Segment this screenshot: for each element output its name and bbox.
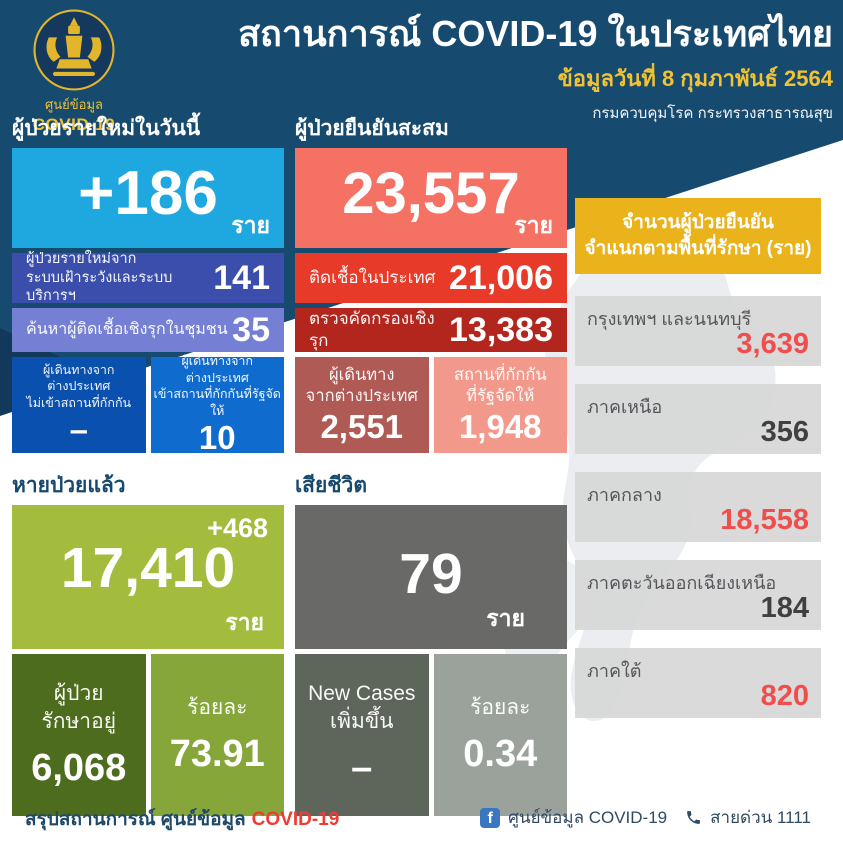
abroad-no-quarantine-label: ผู้เดินทางจาก ต่างประเทศ ไม่เข้าสถานที่ก… [26,362,132,410]
active-finding-value: 35 [232,310,270,349]
regions-panel: จำนวนผู้ป่วยยืนยัน จำแนกตามพื้นที่รักษา … [575,198,821,718]
abroad-no-quarantine-value: – [69,411,88,449]
surveillance-row: ผู้ป่วยรายใหม่จาก ระบบเฝ้าระวังและระบบบร… [12,251,284,304]
active-finding-label: ค้นหาผู้ติดเชื้อเชิงรุกในชุมชน [26,320,228,338]
deaths-unit: ราย [486,605,525,631]
recovered-percent-value: 73.91 [169,733,265,776]
in-treatment-value: 6,068 [31,746,127,789]
proactive-value: 13,383 [449,310,553,349]
deaths-percent-label: ร้อยละ [470,695,531,719]
new-cases-title: ผู้ป่วยรายใหม่ในวันนี้ [12,117,201,140]
region-list: กรุงเทพฯ และนนทบุรี 3,639 ภาคเหนือ 356 ภ… [575,296,821,718]
page-title: สถานการณ์ COVID-19 ในประเทศไทย [238,13,833,54]
footer-summary-covid: COVID-19 [251,809,340,830]
cumulative-total-card: 23,557 ราย [295,148,567,248]
deaths-new-card: New Cases เพิ่มขึ้น – [295,654,429,816]
abroad-no-quarantine-card: ผู้เดินทางจาก ต่างประเทศ ไม่เข้าสถานที่ก… [12,357,146,453]
abroad-quarantine-value: 10 [198,419,236,457]
abroad-quarantine-label: ผู้เดินทางจาก ต่างประเทศ เข้าสถานที่กักก… [153,354,281,418]
state-quarantine-label: สถานที่กักกัน ที่รัฐจัดให้ [453,365,547,406]
cumulative-panel: ผู้ป่วยยืนยันสะสม 23,557 ราย ติดเชื้อในป… [295,116,567,816]
report-date: ข้อมูลวันที่ 8 กุมภาพันธ์ 2564 [557,66,833,92]
new-cases-unit: ราย [231,212,270,238]
header: สถานการณ์ COVID-19 ในประเทศไทย ข้อมูลวัน… [133,12,833,125]
facebook-icon: f [480,807,501,828]
new-cases-total-card: +186 ราย [12,148,284,248]
domestic-label: ติดเชื้อในประเทศ [309,267,436,287]
recovered-detail-pair: ผู้ป่วย รักษาอยู่ 6,068 ร้อยละ 73.91 [12,654,284,816]
regions-title-line2: จำแนกตามพื้นที่รักษา (ราย) [584,238,812,259]
travelers-label: ผู้เดินทาง จากต่างประเทศ [305,365,418,406]
recovered-percent-label: ร้อยละ [187,695,248,719]
new-cases-panel: ผู้ป่วยรายใหม่ในวันนี้ +186 ราย ผู้ป่วยร… [12,116,284,816]
logo-caption-covid: COVID-19 [32,115,116,134]
state-quarantine-value: 1,948 [458,408,542,446]
recovered-value: 17,410 [60,536,236,600]
deaths-detail-pair: New Cases เพิ่มขึ้น – ร้อยละ 0.34 [295,654,567,816]
cumulative-value: 23,557 [342,161,520,226]
travelers-pair: ผู้เดินทางจาก ต่างประเทศ ไม่เข้าสถานที่ก… [12,354,284,457]
recovered-percent-card: ร้อยละ 73.91 [150,654,284,816]
facebook-label: ศูนย์ข้อมูล COVID-19 [508,808,668,827]
cumulative-unit: ราย [514,212,553,238]
recovered-delta: +468 [207,513,268,543]
ministry-emblem-logo [33,9,115,91]
logo-block: ศูนย์ข้อมูล COVID-19 [18,8,130,135]
cumulative-title: ผู้ป่วยยืนยันสะสม [295,117,449,140]
region-card-south: ภาคใต้ 820 [575,648,821,718]
agency-name: กรมควบคุมโรค กระทรวงสาธารณสุข [592,105,833,123]
regions-title-line1: จำนวนผู้ป่วยยืนยัน [622,212,774,234]
recovered-unit: ราย [225,609,264,635]
region-card-bangkok: กรุงเทพฯ และนนทบุรี 3,639 [575,296,821,366]
region-card-northeast: ภาคตะวันออกเฉียงเหนือ 184 [575,560,821,630]
surveillance-value: 141 [213,258,270,297]
travelers-card: ผู้เดินทาง จากต่างประเทศ 2,551 [295,357,429,453]
footer-contacts: f ศูนย์ข้อมูล COVID-19 สายด่วน 1111 [480,804,811,831]
in-treatment-card: ผู้ป่วย รักษาอยู่ 6,068 [12,654,146,816]
surveillance-label: ผู้ป่วยรายใหม่จาก ระบบเฝ้าระวังและระบบบร… [26,250,173,305]
region-card-central: ภาคกลาง 18,558 [575,472,821,542]
new-cases-value: +186 [78,159,218,228]
footer-summary: สรุปสถานการณ์ ศูนย์ข้อมูล COVID-19 [25,809,340,830]
phone-icon [685,809,702,826]
logo-caption: ศูนย์ข้อมูล [45,97,103,112]
recovered-total-card: +468 17,410 ราย [12,505,284,649]
deaths-percent-card: ร้อยละ 0.34 [433,654,567,816]
deaths-value: 79 [399,542,463,606]
deaths-total-card: 79 ราย [295,505,567,649]
state-quarantine-card: สถานที่กักกัน ที่รัฐจัดให้ 1,948 [433,357,567,453]
travelers-value: 2,551 [320,408,404,446]
proactive-label: ตรวจคัดกรองเชิงรุก [309,308,435,350]
deaths-percent-value: 0.34 [463,733,538,776]
regions-title-card: จำนวนผู้ป่วยยืนยัน จำแนกตามพื้นที่รักษา … [575,198,821,274]
hotline-label: สายด่วน 1111 [710,808,811,827]
region-card-north: ภาคเหนือ 356 [575,384,821,454]
active-finding-row: ค้นหาผู้ติดเชื้อเชิงรุกในชุมชน 35 [12,308,284,352]
in-treatment-label: ผู้ป่วย รักษาอยู่ [41,682,117,733]
deaths-new-label: New Cases เพิ่มขึ้น [308,682,416,733]
domestic-value: 21,006 [449,258,553,297]
abroad-quarantine-card: ผู้เดินทางจาก ต่างประเทศ เข้าสถานที่กักก… [150,354,284,457]
domestic-row: ติดเชื้อในประเทศ 21,006 [295,253,567,303]
proactive-row: ตรวจคัดกรองเชิงรุก 13,383 [295,308,567,352]
cumulative-detail-pair: ผู้เดินทาง จากต่างประเทศ 2,551 สถานที่กั… [295,357,567,453]
recovered-title: หายป่วยแล้ว [12,474,126,497]
deaths-new-value: – [351,746,373,789]
deaths-title: เสียชีวิต [295,474,367,497]
